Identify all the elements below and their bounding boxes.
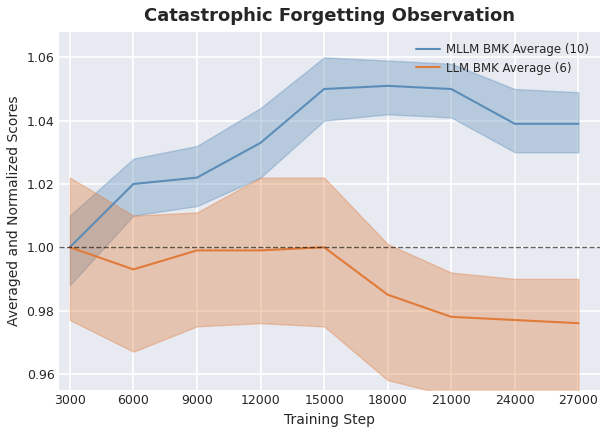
LLM BMK Average (6) [384,292,392,297]
LLM BMK Average (6) [511,317,519,322]
LLM BMK Average (6) [130,267,137,272]
Legend: MLLM BMK Average (10), LLM BMK Average (6): MLLM BMK Average (10), LLM BMK Average (… [412,38,593,79]
MLLM BMK Average (10) [575,121,582,126]
LLM BMK Average (6) [575,321,582,326]
Line: LLM BMK Average (6): LLM BMK Average (6) [70,247,578,323]
LLM BMK Average (6) [447,314,455,319]
LLM BMK Average (6) [66,245,74,250]
Title: Catastrophic Forgetting Observation: Catastrophic Forgetting Observation [144,7,515,25]
MLLM BMK Average (10) [257,140,264,145]
LLM BMK Average (6) [193,248,201,253]
LLM BMK Average (6) [320,245,328,250]
MLLM BMK Average (10) [511,121,519,126]
MLLM BMK Average (10) [130,181,137,187]
MLLM BMK Average (10) [447,86,455,92]
LLM BMK Average (6) [257,248,264,253]
MLLM BMK Average (10) [66,245,74,250]
MLLM BMK Average (10) [320,86,328,92]
Y-axis label: Averaged and Normalized Scores: Averaged and Normalized Scores [7,95,21,326]
MLLM BMK Average (10) [384,83,392,89]
MLLM BMK Average (10) [193,175,201,180]
Line: MLLM BMK Average (10): MLLM BMK Average (10) [70,86,578,247]
X-axis label: Training Step: Training Step [284,413,375,427]
